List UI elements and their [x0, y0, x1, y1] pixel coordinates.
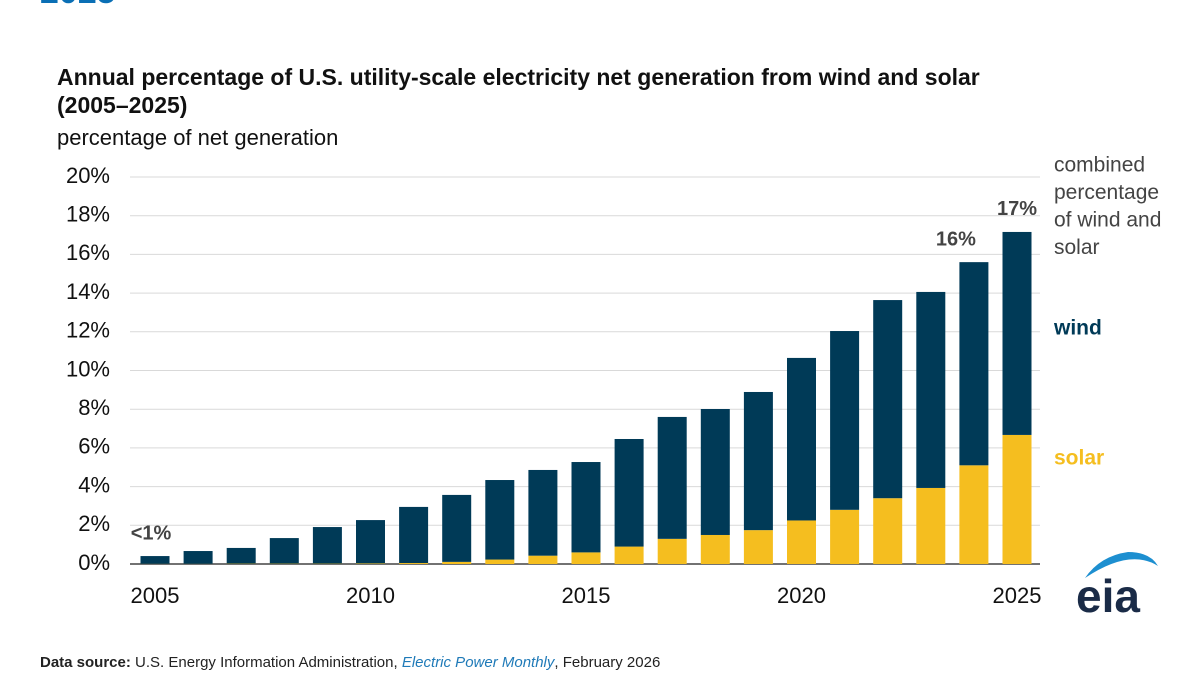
- bar-segment: [700, 534, 730, 564]
- y-tick-label: 4%: [78, 472, 110, 497]
- annotation: 16%: [936, 228, 976, 250]
- bar-segment: [1002, 231, 1032, 435]
- y-tick-label: 8%: [78, 395, 110, 420]
- x-tick-label: 2025: [993, 583, 1042, 608]
- legend-combined: of wind and: [1054, 209, 1161, 232]
- y-tick-label: 10%: [66, 356, 110, 381]
- bar-segment: [959, 262, 989, 466]
- chart-title: (2005–2025): [57, 92, 187, 118]
- bar-segment: [873, 300, 903, 499]
- legend-combined: percentage: [1054, 181, 1159, 204]
- bar-segment: [959, 465, 989, 564]
- logo: eia: [1076, 552, 1158, 622]
- y-tick-label: 12%: [66, 318, 110, 343]
- bar-segment: [787, 520, 816, 564]
- bar-segment: [916, 487, 946, 564]
- bar-segment: [226, 547, 256, 564]
- bar-segment: [528, 555, 558, 564]
- source: Data source: U.S. Energy Information Adm…: [40, 654, 660, 671]
- bar-segment: [700, 409, 730, 535]
- y-tick-label: 6%: [78, 434, 110, 459]
- y-tick-label: 16%: [66, 240, 110, 265]
- bar-segment: [614, 438, 644, 547]
- bar-segment: [657, 538, 687, 564]
- y-tick-label: 2%: [78, 511, 110, 536]
- logo-swoosh: [1085, 552, 1158, 578]
- bar-segment: [743, 530, 773, 564]
- source-publication[interactable]: Electric Power Monthly: [402, 654, 556, 671]
- logo-text: eia: [1076, 570, 1140, 622]
- bar-segment: [873, 498, 903, 564]
- bar-segment: [312, 527, 342, 564]
- x-tick-label: 2015: [562, 583, 611, 608]
- y-tick-label: 20%: [66, 163, 110, 188]
- bar-segment: [485, 559, 515, 564]
- bar-segment: [183, 551, 213, 564]
- bar-segment: [442, 494, 472, 562]
- bar-segment: [356, 520, 385, 564]
- bar-segment: [571, 462, 601, 553]
- y-tick-label: 0%: [78, 550, 110, 575]
- y-tick-label: 18%: [66, 202, 110, 227]
- bar-segment: [657, 416, 687, 539]
- bar-segment: [140, 556, 170, 564]
- bar-segment: [442, 561, 472, 564]
- page-heading: 2025: [40, 0, 116, 11]
- bar-segment: [916, 291, 946, 488]
- bar-segment: [399, 506, 429, 564]
- y-tick-label: 14%: [66, 279, 110, 304]
- legend-label: wind: [1053, 317, 1102, 340]
- bar-segment: [830, 331, 860, 510]
- legend-combined: solar: [1054, 236, 1100, 259]
- bar-segment: [356, 563, 385, 564]
- bar-segment: [830, 509, 860, 564]
- legend-combined: combined: [1054, 154, 1145, 177]
- bar-segment: [571, 552, 601, 564]
- source-text: U.S. Energy Information Administration,: [135, 654, 398, 671]
- x-tick-label: 2020: [777, 583, 826, 608]
- chart-title: Annual percentage of U.S. utility-scale …: [57, 64, 980, 90]
- y-axis-label: percentage of net generation: [57, 125, 338, 150]
- legend-label: solar: [1054, 447, 1104, 470]
- bar-segment: [787, 357, 816, 521]
- annotation: <1%: [131, 522, 172, 544]
- bar-segment: [269, 538, 299, 564]
- bar-segment: [1002, 434, 1032, 564]
- x-tick-label: 2005: [131, 583, 180, 608]
- source-date: , February 2026: [554, 654, 660, 671]
- x-tick-label: 2010: [346, 583, 395, 608]
- bar-segment: [485, 480, 515, 560]
- annotation: 17%: [997, 198, 1037, 220]
- bar-segment: [528, 469, 558, 556]
- bar-segment: [399, 563, 429, 564]
- source-label: Data source:: [40, 654, 131, 671]
- bar-segment: [614, 546, 644, 564]
- bar-segment: [743, 391, 773, 531]
